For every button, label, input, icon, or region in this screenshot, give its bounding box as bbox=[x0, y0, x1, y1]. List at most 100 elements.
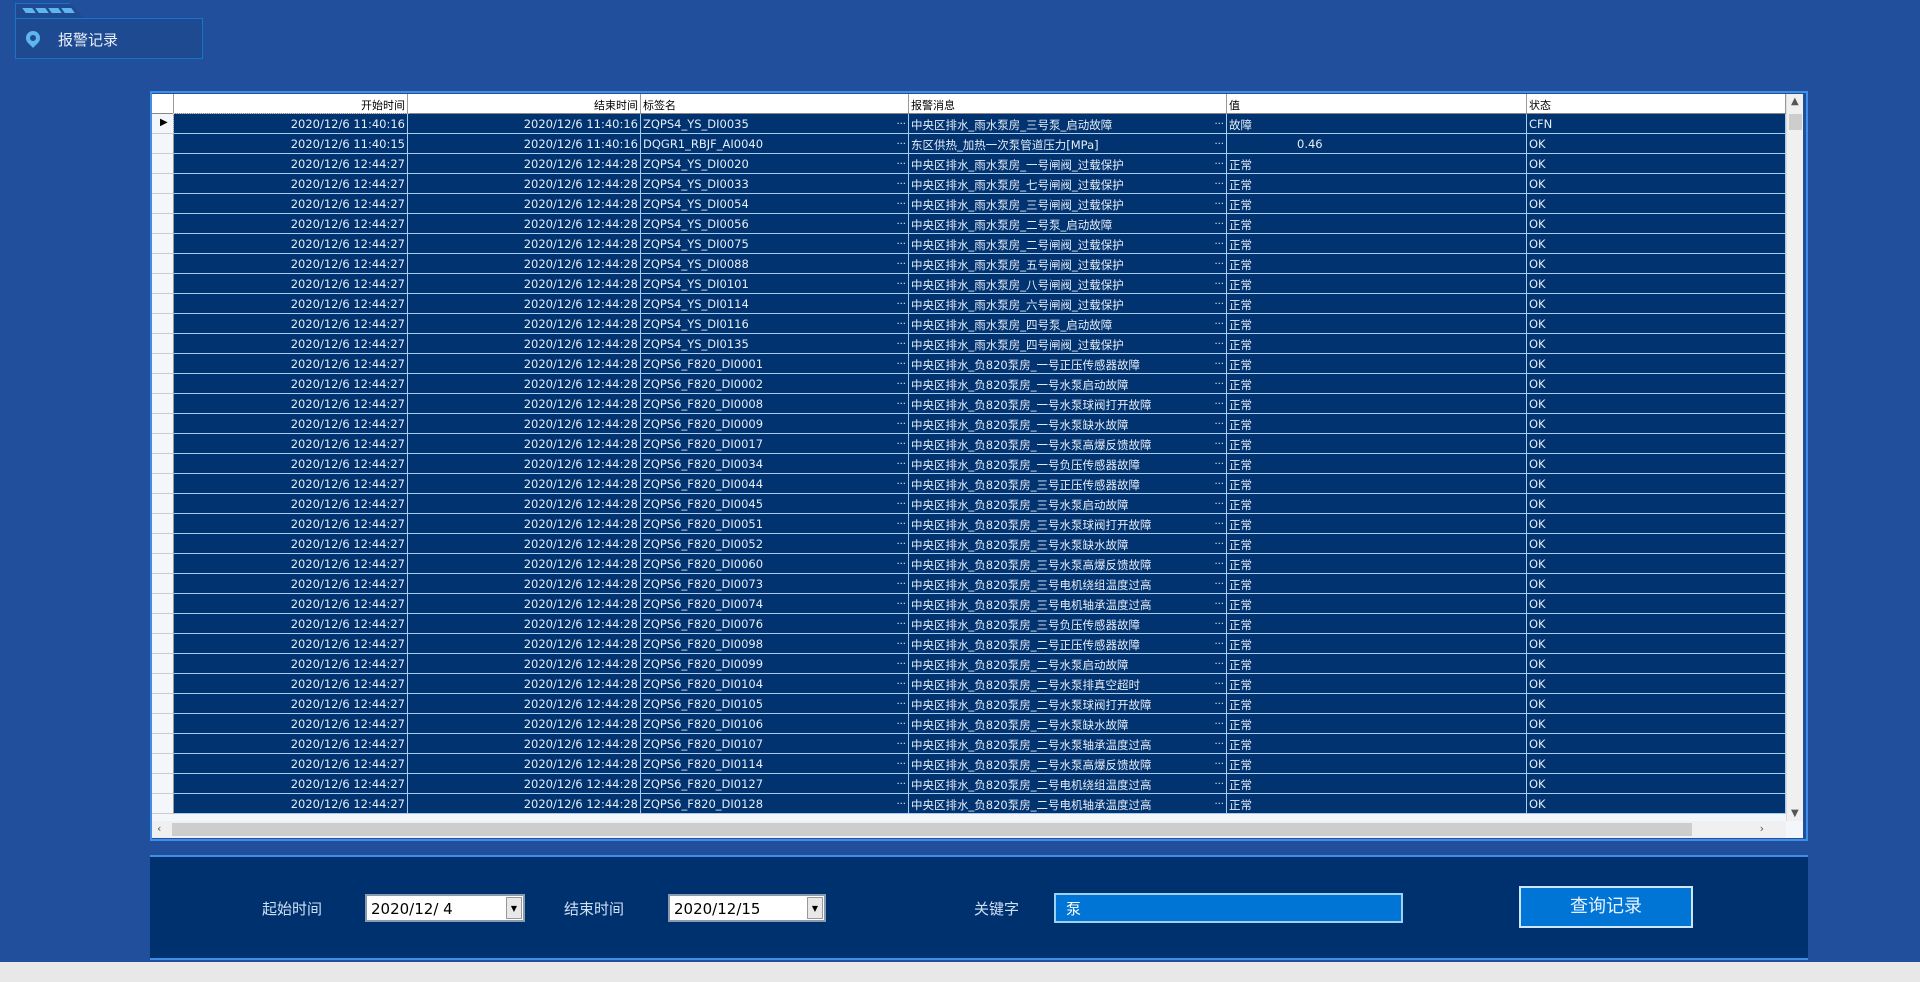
start-date-picker[interactable]: 2020/12/ 4 ▼ bbox=[365, 894, 525, 922]
start-time-cell: 2020/12/6 12:44:27 bbox=[174, 394, 408, 414]
row-header[interactable] bbox=[152, 534, 174, 554]
column-header[interactable]: 状态 bbox=[1527, 94, 1786, 113]
row-header[interactable] bbox=[152, 394, 174, 414]
value-cell: 正常 bbox=[1227, 434, 1527, 454]
table-row[interactable]: 2020/12/6 12:44:27 2020/12/6 12:44:28 ZQPS… bbox=[152, 234, 1786, 254]
column-header[interactable] bbox=[152, 94, 174, 113]
row-header[interactable] bbox=[152, 354, 174, 374]
row-header[interactable] bbox=[152, 674, 174, 694]
table-row[interactable]: 2020/12/6 12:44:27 2020/12/6 12:44:28 ZQPS… bbox=[152, 274, 1786, 294]
row-header[interactable] bbox=[152, 174, 174, 194]
table-row[interactable]: 2020/12/6 12:44:27 2020/12/6 12:44:28 ZQPS… bbox=[152, 394, 1786, 414]
row-header[interactable] bbox=[152, 434, 174, 454]
scroll-down-icon[interactable]: ▼ bbox=[1791, 808, 1799, 819]
column-header[interactable]: 标签名 bbox=[641, 94, 909, 113]
table-row[interactable]: 2020/12/6 12:44:27 2020/12/6 12:44:28 ZQPS… bbox=[152, 414, 1786, 434]
table-row[interactable]: 2020/12/6 12:44:27 2020/12/6 12:44:28 ZQPS… bbox=[152, 294, 1786, 314]
row-header[interactable] bbox=[152, 654, 174, 674]
row-header[interactable] bbox=[152, 494, 174, 514]
table-row[interactable]: 2020/12/6 12:44:27 2020/12/6 12:44:28 ZQPS… bbox=[152, 694, 1786, 714]
row-header[interactable] bbox=[152, 214, 174, 234]
message-cell: 中央区排水_负820泵房_二号水泵启动故障 bbox=[909, 654, 1227, 674]
column-header[interactable]: 值 bbox=[1227, 94, 1527, 113]
row-header[interactable] bbox=[152, 634, 174, 654]
table-row[interactable]: 2020/12/6 12:44:27 2020/12/6 12:44:28 ZQPS… bbox=[152, 314, 1786, 334]
row-header[interactable] bbox=[152, 134, 174, 154]
tag-name-cell: ZQPS4_YS_DI0035 bbox=[641, 114, 909, 134]
table-row[interactable]: 2020/12/6 12:44:27 2020/12/6 12:44:28 ZQPS… bbox=[152, 514, 1786, 534]
scroll-thumb[interactable] bbox=[172, 823, 1692, 836]
table-row[interactable]: 2020/12/6 12:44:27 2020/12/6 12:44:28 ZQPS… bbox=[152, 254, 1786, 274]
scroll-thumb[interactable] bbox=[1789, 114, 1802, 130]
dropdown-arrow-icon[interactable]: ▼ bbox=[807, 897, 823, 919]
table-row[interactable]: 2020/12/6 12:44:27 2020/12/6 12:44:28 ZQPS… bbox=[152, 534, 1786, 554]
table-row[interactable]: 2020/12/6 12:44:27 2020/12/6 12:44:28 ZQPS… bbox=[152, 434, 1786, 454]
row-header[interactable] bbox=[152, 774, 174, 794]
row-header[interactable] bbox=[152, 574, 174, 594]
vertical-scrollbar[interactable]: ▲ ▼ bbox=[1786, 94, 1803, 821]
table-row[interactable]: 2020/12/6 12:44:27 2020/12/6 12:44:28 ZQPS… bbox=[152, 334, 1786, 354]
row-header[interactable] bbox=[152, 334, 174, 354]
table-row[interactable]: 2020/12/6 12:44:27 2020/12/6 12:44:28 ZQPS… bbox=[152, 214, 1786, 234]
table-row[interactable]: 2020/12/6 12:44:27 2020/12/6 12:44:28 ZQPS… bbox=[152, 494, 1786, 514]
table-row[interactable]: 2020/12/6 12:44:27 2020/12/6 12:44:28 ZQPS… bbox=[152, 154, 1786, 174]
message-cell: 中央区排水_负820泵房_二号水泵球阀打开故障 bbox=[909, 694, 1227, 714]
start-time-cell: 2020/12/6 12:44:27 bbox=[174, 334, 408, 354]
table-row[interactable]: 2020/12/6 12:44:27 2020/12/6 12:44:28 ZQPS… bbox=[152, 714, 1786, 734]
table-row[interactable]: 2020/12/6 12:44:27 2020/12/6 12:44:28 ZQPS… bbox=[152, 454, 1786, 474]
row-header[interactable] bbox=[152, 374, 174, 394]
table-row[interactable]: 2020/12/6 12:44:27 2020/12/6 12:44:28 ZQPS… bbox=[152, 614, 1786, 634]
scroll-right-icon[interactable]: › bbox=[1759, 822, 1764, 835]
row-header[interactable] bbox=[152, 454, 174, 474]
row-header[interactable] bbox=[152, 254, 174, 274]
table-row[interactable]: 2020/12/6 12:44:27 2020/12/6 12:44:28 ZQPS… bbox=[152, 674, 1786, 694]
row-header[interactable] bbox=[152, 714, 174, 734]
start-time-cell: 2020/12/6 11:40:16 bbox=[173, 113, 409, 135]
row-header[interactable] bbox=[152, 754, 174, 774]
column-header[interactable]: 结束时间 bbox=[408, 94, 641, 113]
table-row[interactable]: 2020/12/6 12:44:27 2020/12/6 12:44:28 ZQPS… bbox=[152, 594, 1786, 614]
table-row[interactable]: 2020/12/6 12:44:27 2020/12/6 12:44:28 ZQPS… bbox=[152, 794, 1786, 814]
table-row[interactable]: 2020/12/6 12:44:27 2020/12/6 12:44:28 ZQPS… bbox=[152, 774, 1786, 794]
scroll-left-icon[interactable]: ‹ bbox=[157, 822, 162, 835]
status-cell: OK bbox=[1527, 214, 1786, 234]
row-header[interactable] bbox=[152, 294, 174, 314]
table-row[interactable]: 2020/12/6 12:44:27 2020/12/6 12:44:28 ZQPS… bbox=[152, 734, 1786, 754]
row-header[interactable] bbox=[152, 614, 174, 634]
row-header[interactable] bbox=[152, 234, 174, 254]
horizontal-scrollbar[interactable]: ‹ › bbox=[152, 821, 1786, 838]
row-header[interactable] bbox=[152, 414, 174, 434]
dropdown-arrow-icon[interactable]: ▼ bbox=[506, 897, 522, 919]
column-header[interactable]: 报警消息 bbox=[909, 94, 1227, 113]
row-header[interactable] bbox=[152, 694, 174, 714]
query-button[interactable]: 查询记录 bbox=[1519, 886, 1693, 928]
row-header[interactable] bbox=[152, 734, 174, 754]
start-time-cell: 2020/12/6 12:44:27 bbox=[174, 534, 408, 554]
row-header[interactable] bbox=[152, 794, 174, 814]
row-header[interactable] bbox=[152, 314, 174, 334]
table-row[interactable]: 2020/12/6 12:44:27 2020/12/6 12:44:28 ZQPS… bbox=[152, 374, 1786, 394]
row-header[interactable] bbox=[152, 514, 174, 534]
row-header[interactable] bbox=[152, 154, 174, 174]
row-header[interactable] bbox=[152, 594, 174, 614]
row-header[interactable] bbox=[152, 474, 174, 494]
table-row[interactable]: 2020/12/6 12:44:27 2020/12/6 12:44:28 ZQPS… bbox=[152, 754, 1786, 774]
end-date-picker[interactable]: 2020/12/15 ▼ bbox=[668, 894, 826, 922]
table-row[interactable]: 2020/12/6 12:44:27 2020/12/6 12:44:28 ZQPS… bbox=[152, 654, 1786, 674]
table-row[interactable]: 2020/12/6 11:40:15 2020/12/6 11:40:16 DQGR… bbox=[152, 134, 1786, 154]
row-header[interactable]: ▶ bbox=[152, 114, 174, 134]
table-row[interactable]: 2020/12/6 12:44:27 2020/12/6 12:44:28 ZQPS… bbox=[152, 174, 1786, 194]
scroll-up-icon[interactable]: ▲ bbox=[1791, 96, 1799, 107]
column-header[interactable]: 开始时间 bbox=[174, 94, 408, 113]
table-row[interactable]: 2020/12/6 12:44:27 2020/12/6 12:44:28 ZQPS… bbox=[152, 194, 1786, 214]
table-row[interactable]: 2020/12/6 12:44:27 2020/12/6 12:44:28 ZQPS… bbox=[152, 574, 1786, 594]
table-row[interactable]: ▶ 2020/12/6 11:40:16 2020/12/6 11:40:16 ZQP… bbox=[152, 113, 1786, 135]
row-header[interactable] bbox=[152, 194, 174, 214]
row-header[interactable] bbox=[152, 274, 174, 294]
keyword-input[interactable]: 泵 bbox=[1054, 893, 1403, 923]
table-row[interactable]: 2020/12/6 12:44:27 2020/12/6 12:44:28 ZQPS… bbox=[152, 354, 1786, 374]
table-row[interactable]: 2020/12/6 12:44:27 2020/12/6 12:44:28 ZQPS… bbox=[152, 634, 1786, 654]
table-row[interactable]: 2020/12/6 12:44:27 2020/12/6 12:44:28 ZQPS… bbox=[152, 554, 1786, 574]
row-header[interactable] bbox=[152, 554, 174, 574]
table-row[interactable]: 2020/12/6 12:44:27 2020/12/6 12:44:28 ZQPS… bbox=[152, 474, 1786, 494]
